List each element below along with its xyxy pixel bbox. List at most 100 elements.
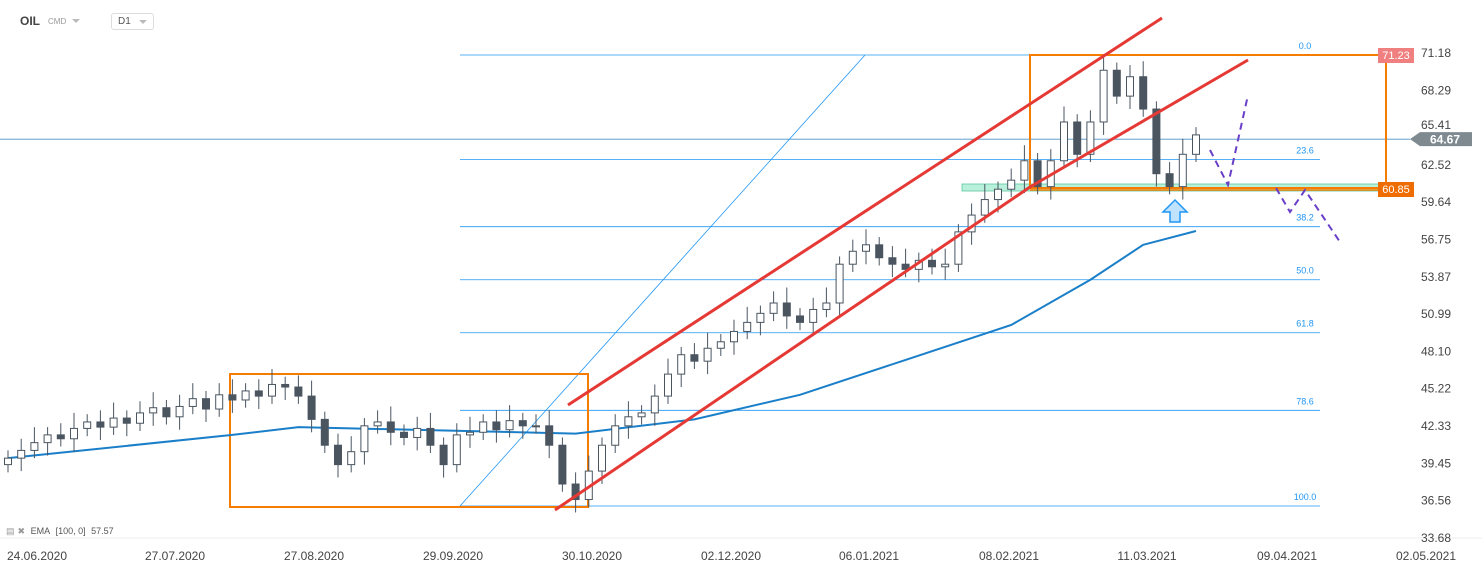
candle-body bbox=[941, 263, 950, 268]
chevron-down-icon bbox=[138, 19, 147, 24]
y-tick-label: 33.68 bbox=[1421, 531, 1451, 545]
range-box bbox=[1029, 54, 1387, 189]
projection-down-path bbox=[1275, 187, 1341, 243]
x-tick-label: 02.12.2020 bbox=[701, 549, 761, 563]
candle-body bbox=[96, 421, 105, 428]
candle-body bbox=[1178, 153, 1187, 188]
x-tick-label: 30.10.2020 bbox=[562, 549, 622, 563]
x-tick-label: 08.02.2021 bbox=[979, 549, 1039, 563]
indicator-settings-icon[interactable]: ▤ bbox=[6, 526, 15, 536]
instrument-type: CMD bbox=[48, 16, 67, 26]
fib-trend-line bbox=[459, 54, 866, 507]
timeframe-value: D1 bbox=[118, 16, 131, 27]
candle-body bbox=[175, 405, 184, 418]
candle-body bbox=[228, 394, 237, 401]
candle-body bbox=[835, 263, 844, 304]
x-tick-label: 29.09.2020 bbox=[423, 549, 483, 563]
candle-body bbox=[30, 442, 39, 451]
candle-body bbox=[122, 417, 131, 424]
fib-level-label: 50.0 bbox=[1296, 266, 1314, 276]
fib-level-label: 38.2 bbox=[1296, 213, 1314, 223]
y-tick-label: 45.22 bbox=[1421, 382, 1451, 396]
x-tick-label: 02.05.2021 bbox=[1396, 549, 1456, 563]
candle-body bbox=[254, 390, 263, 397]
candle-body bbox=[532, 425, 540, 428]
candle-body bbox=[677, 354, 686, 375]
instrument-header[interactable]: OIL CMD bbox=[20, 14, 81, 28]
symbol: OIL bbox=[20, 14, 40, 28]
close-icon[interactable]: ✖ bbox=[17, 526, 26, 536]
candle-body bbox=[862, 244, 870, 252]
candle-body bbox=[109, 417, 118, 428]
y-tick-label: 56.75 bbox=[1421, 233, 1451, 247]
chevron-down-icon[interactable] bbox=[72, 19, 81, 23]
candle-body bbox=[611, 425, 620, 446]
candle-body bbox=[360, 425, 369, 453]
candle-body bbox=[215, 394, 224, 410]
candle-body bbox=[690, 354, 699, 362]
candle-body bbox=[136, 412, 144, 424]
x-tick-label: 11.03.2021 bbox=[1117, 549, 1176, 563]
candle-body bbox=[70, 427, 78, 440]
candle-body bbox=[756, 312, 765, 323]
candle-body bbox=[1152, 108, 1161, 175]
candle-body bbox=[928, 259, 936, 268]
candle-body bbox=[492, 421, 501, 431]
candle-body bbox=[479, 421, 488, 433]
candle-body bbox=[994, 188, 1002, 201]
candle-body bbox=[1126, 76, 1134, 97]
candle-body bbox=[347, 451, 356, 466]
candle-body bbox=[1192, 134, 1200, 155]
fib-level-label: 23.6 bbox=[1296, 145, 1314, 155]
fib-level-label: 100.0 bbox=[1294, 492, 1317, 502]
candle-body bbox=[413, 427, 422, 438]
x-tick-label: 27.08.2020 bbox=[284, 549, 344, 563]
y-tick-label: 65.41 bbox=[1421, 118, 1451, 132]
y-tick-label: 68.29 bbox=[1421, 83, 1451, 97]
fib-level-label: 61.8 bbox=[1296, 319, 1314, 329]
candle-body bbox=[188, 398, 197, 407]
candle-body bbox=[373, 421, 382, 427]
candle-body bbox=[439, 444, 448, 466]
candle-body bbox=[1086, 121, 1095, 155]
candle-body bbox=[1007, 179, 1016, 190]
candle-body bbox=[637, 412, 646, 418]
candle-body bbox=[56, 434, 65, 440]
ema-value: 57.57 bbox=[91, 526, 114, 536]
candle-body bbox=[743, 321, 752, 332]
candle-body bbox=[1139, 76, 1148, 110]
candle-body bbox=[809, 308, 818, 323]
candle-body bbox=[716, 341, 725, 349]
fib-level-label: 0.0 bbox=[1299, 41, 1312, 51]
candle-body bbox=[1099, 69, 1108, 123]
candle-body bbox=[149, 407, 158, 414]
y-tick-label: 50.99 bbox=[1421, 307, 1451, 321]
consolidation-box bbox=[229, 373, 589, 508]
ema-params: [100, 0] bbox=[55, 526, 86, 536]
ema-name: EMA bbox=[30, 526, 51, 536]
candle-body bbox=[83, 421, 92, 429]
candle-body bbox=[558, 444, 567, 485]
y-tick-label: 39.45 bbox=[1421, 456, 1451, 470]
support-tag bbox=[1378, 182, 1414, 197]
candle-body bbox=[400, 431, 408, 438]
y-tick-label: 53.87 bbox=[1421, 270, 1451, 284]
resistance-tag-label: 71.23 bbox=[1382, 50, 1410, 62]
candle-body bbox=[598, 444, 606, 472]
candle-body bbox=[320, 418, 329, 446]
x-tick-label: 24.06.2020 bbox=[7, 549, 67, 563]
candle-body bbox=[1073, 121, 1082, 155]
current-price-tag bbox=[1410, 132, 1472, 147]
x-tick-label: 27.07.2020 bbox=[145, 549, 205, 563]
candle-body bbox=[1112, 69, 1121, 97]
x-tick-label: 09.04.2021 bbox=[1257, 549, 1317, 563]
timeframe-select[interactable]: D1 bbox=[111, 13, 154, 30]
candle-body bbox=[1033, 160, 1042, 188]
candle-body bbox=[954, 231, 963, 265]
candle-body bbox=[334, 444, 342, 466]
candle-body bbox=[4, 457, 12, 466]
candle-body bbox=[901, 263, 910, 270]
ema-line bbox=[7, 230, 1197, 460]
candle-body bbox=[43, 434, 52, 444]
